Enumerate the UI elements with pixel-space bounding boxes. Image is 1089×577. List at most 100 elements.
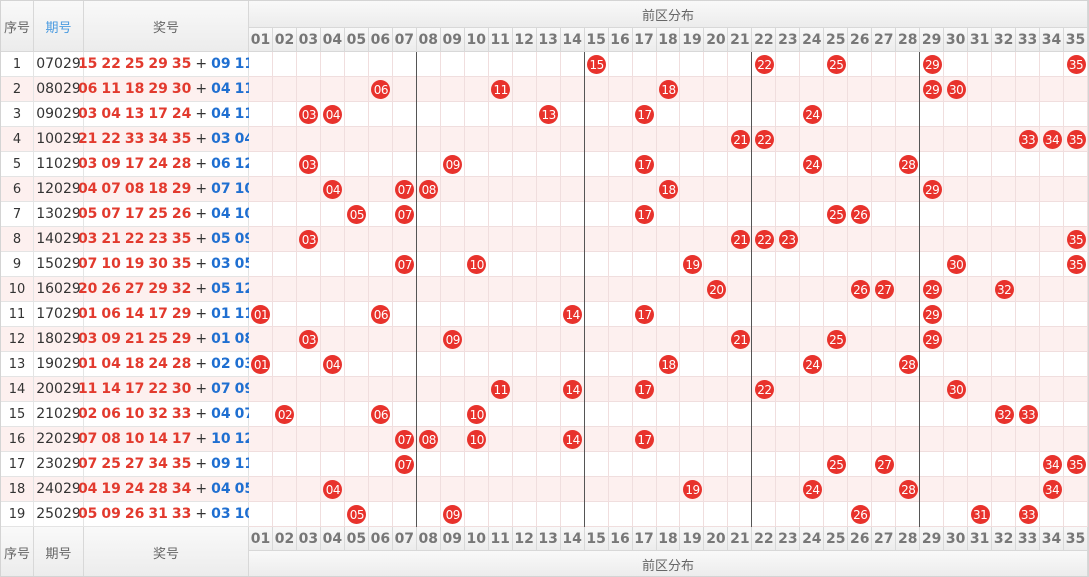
- grid-cell: [512, 302, 537, 327]
- grid-cell: [704, 302, 729, 327]
- ball: 04: [323, 480, 343, 499]
- grid-cell: [968, 102, 993, 127]
- grid-cell: [872, 252, 897, 277]
- front-number: 30: [171, 381, 192, 397]
- column-number: 19: [680, 527, 705, 551]
- front-number: 09: [101, 156, 121, 172]
- grid-cell: [704, 327, 729, 352]
- grid-cell: [944, 352, 969, 377]
- column-number: 24: [800, 527, 825, 551]
- grid-cell: [536, 177, 561, 202]
- grid-cell: [1016, 477, 1041, 502]
- grid-cell: [896, 202, 921, 227]
- front-number: 01: [77, 356, 98, 372]
- grid-cell: [632, 402, 657, 427]
- grid-cell: [464, 377, 489, 402]
- grid-cell: [800, 402, 825, 427]
- plus-sign: +: [195, 206, 208, 222]
- grid-cell: [1064, 152, 1088, 177]
- grid-cell: [728, 177, 753, 202]
- grid-cell: [1040, 227, 1065, 252]
- grid-cell: [776, 502, 801, 527]
- grid-cell: [728, 277, 753, 302]
- period: 07029: [34, 52, 84, 77]
- grid-cell: [656, 202, 681, 227]
- back-number: 07: [211, 181, 231, 197]
- front-number: 35: [171, 256, 192, 272]
- grid-cell: [296, 177, 321, 202]
- grid-cell: [1040, 202, 1065, 227]
- plus-sign: +: [195, 281, 208, 297]
- grid-cell: [944, 127, 969, 152]
- ball: 28: [898, 355, 918, 374]
- draw-numbers: 21 22 33 34 35 +03 04: [78, 127, 254, 152]
- grid-cell: [944, 427, 969, 452]
- grid-cell: [824, 77, 849, 102]
- grid-cell: [536, 202, 561, 227]
- grid-cell: [488, 502, 513, 527]
- grid-cell: [968, 477, 993, 502]
- row-index: 2: [1, 77, 34, 102]
- zone-footer: 前区分布: [249, 551, 1088, 576]
- column-number: 21: [728, 28, 753, 52]
- grid-cell: [968, 402, 993, 427]
- grid-cell: [392, 352, 417, 377]
- grid-cell: [488, 127, 513, 152]
- front-number: 27: [124, 281, 145, 297]
- grid-cell: [296, 252, 321, 277]
- column-number: 23: [776, 527, 801, 551]
- period-header[interactable]: 期号: [34, 1, 84, 52]
- grid-cell: [992, 477, 1017, 502]
- grid-cell: [848, 302, 873, 327]
- grid-cell: [992, 502, 1017, 527]
- grid-cell: [896, 377, 921, 402]
- grid-cell: [344, 227, 369, 252]
- grid-cell: [440, 277, 465, 302]
- section-divider: [751, 52, 753, 527]
- grid-cell: [752, 252, 777, 277]
- grid-cell: [488, 327, 513, 352]
- grid-cell: [752, 77, 777, 102]
- column-number: 33: [1016, 28, 1041, 52]
- period: 13029: [34, 202, 84, 227]
- grid-cell: [416, 477, 441, 502]
- period: 20029: [34, 377, 84, 402]
- draw-numbers: 05 09 26 31 33 +03 10: [78, 502, 254, 527]
- grid-cell: [416, 452, 441, 477]
- grid-cell: [608, 77, 633, 102]
- draw-numbers: 01 04 18 24 28 +02 03: [78, 352, 254, 377]
- row-index: 7: [1, 202, 34, 227]
- grid-cell: [296, 302, 321, 327]
- row-index: 10: [1, 277, 34, 302]
- grid-cell: [368, 177, 393, 202]
- grid-cell: [896, 502, 921, 527]
- grid-cell: [632, 327, 657, 352]
- draw-numbers: 02 06 10 32 33 +04 07: [78, 402, 254, 427]
- ball: 35: [1066, 55, 1086, 74]
- grid-cell: [992, 427, 1017, 452]
- draw-header: 奖号: [84, 1, 249, 52]
- front-number: 33: [171, 406, 192, 422]
- grid-cell: [368, 202, 393, 227]
- column-number: 05: [344, 527, 369, 551]
- ball: 25: [826, 205, 846, 224]
- front-number: 04: [101, 356, 121, 372]
- grid-cell: [944, 277, 969, 302]
- grid-cell: [680, 177, 705, 202]
- front-number: 24: [171, 106, 192, 122]
- column-number: 20: [704, 527, 729, 551]
- front-number: 21: [77, 131, 98, 147]
- ball: 11: [491, 380, 511, 399]
- column-number: 27: [872, 28, 897, 52]
- plus-sign: +: [195, 406, 208, 422]
- grid-cell: [728, 452, 753, 477]
- grid-cell: [344, 352, 369, 377]
- ball: 33: [1018, 505, 1038, 524]
- grid-cell: [272, 452, 297, 477]
- ball: 26: [850, 280, 870, 299]
- front-number: 24: [124, 481, 145, 497]
- column-number: 06: [368, 28, 393, 52]
- front-number: 28: [171, 156, 192, 172]
- column-number: 26: [848, 527, 873, 551]
- front-number: 09: [101, 506, 121, 522]
